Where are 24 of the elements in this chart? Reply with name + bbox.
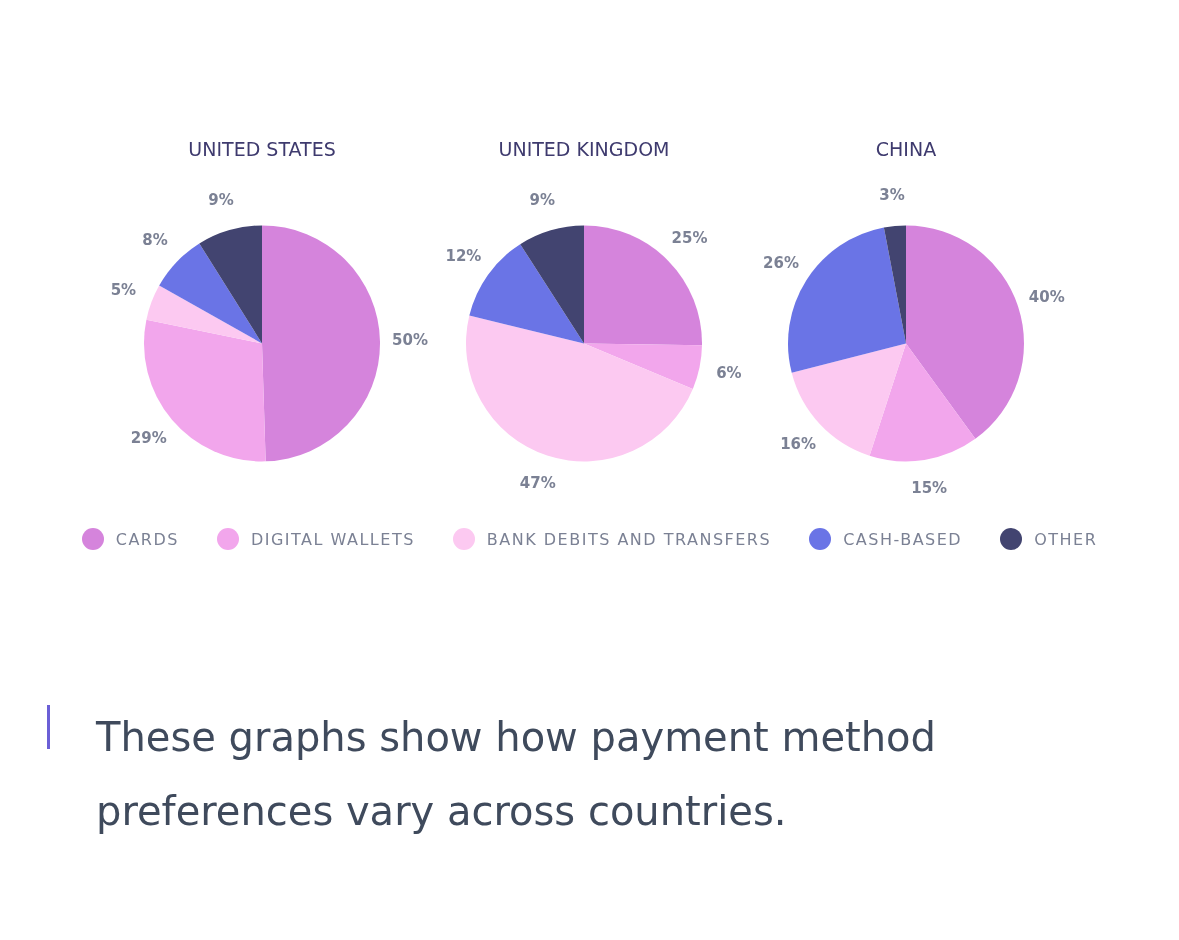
data-label: 15% [911,479,948,498]
data-label: 47% [519,473,556,492]
data-label: 9% [529,191,556,210]
chart-title: UNITED STATES [188,138,336,161]
data-label: 9% [208,191,234,210]
data-label: 16% [780,434,817,453]
data-label: 25% [671,229,708,248]
chart-title: UNITED KINGDOM [498,138,670,161]
legend-label: CASH-BASED [843,529,963,549]
legend-label: OTHER [1034,529,1098,549]
data-label: 50% [392,330,428,349]
legend-label: CARDS [115,529,179,549]
legend-label: DIGITAL WALLETS [250,529,415,549]
legend-label: BANK DEBITS AND TRANSFERS [486,529,772,549]
data-label: 8% [142,231,168,250]
data-label: 29% [130,428,167,447]
data-label: 12% [445,247,482,266]
data-label: 3% [879,185,905,204]
data-label: 40% [1028,287,1065,306]
data-label: 6% [716,363,742,382]
data-label: 5% [110,281,137,300]
data-label: 26% [763,253,799,272]
text: These graphs show how payment method preferences vary across countries. [96,713,937,836]
chart-title: CHINA [875,138,937,161]
